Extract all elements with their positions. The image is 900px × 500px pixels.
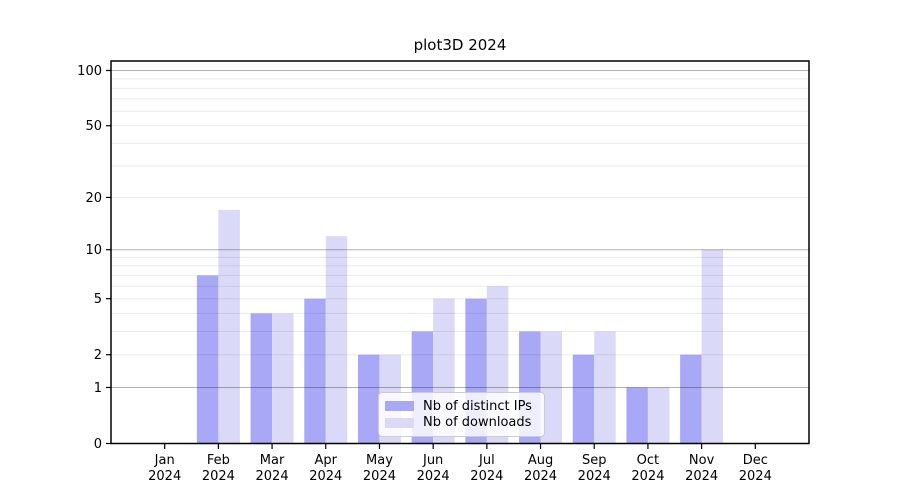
- y-tick-label: 10: [85, 243, 102, 258]
- bar-may-series0: [357, 354, 380, 444]
- bar-mar-series1: [272, 313, 294, 444]
- x-tick-label: Jun 2024: [417, 453, 450, 484]
- bar-oct-series1: [647, 387, 670, 444]
- bar-nov-series1: [701, 249, 724, 444]
- y-tick-label: 1: [94, 381, 102, 396]
- legend-row-downloads: Nb of downloads: [385, 415, 536, 430]
- legend-swatch-distinct-ips: [385, 401, 414, 412]
- bar-nov-series0: [680, 354, 702, 444]
- x-tick-label: Oct 2024: [631, 453, 664, 484]
- bar-feb-series0: [196, 275, 219, 444]
- x-tick-label: Sep 2024: [578, 453, 611, 484]
- y-tick-label: 20: [85, 191, 102, 206]
- x-tick-label: Nov 2024: [685, 453, 718, 484]
- bar-feb-series1: [218, 209, 240, 444]
- bar-oct-series0: [626, 387, 648, 444]
- plot-frame: [110, 60, 810, 445]
- bar-apr-series0: [304, 298, 326, 444]
- bar-sep-series1: [594, 331, 616, 444]
- legend-swatch-downloads: [385, 417, 414, 428]
- x-tick-label: May 2024: [363, 453, 396, 484]
- bar-apr-series1: [325, 236, 348, 444]
- x-tick-label: Dec 2024: [739, 453, 772, 484]
- y-tick-label: 50: [85, 119, 102, 134]
- y-tick-label: 100: [77, 64, 102, 79]
- y-tick-label: 2: [94, 348, 102, 363]
- x-tick-label: Apr 2024: [309, 453, 342, 484]
- legend-label-distinct-ips: Nb of distinct IPs: [423, 398, 532, 414]
- chart-title: plot3D 2024: [413, 36, 507, 54]
- bar-aug-series1: [540, 331, 563, 444]
- bar-mar-series0: [250, 313, 273, 444]
- x-tick-label: Mar 2024: [256, 453, 289, 484]
- x-tick-label: Aug 2024: [524, 453, 557, 484]
- legend-label-downloads: Nb of downloads: [423, 415, 532, 431]
- bar-sep-series0: [572, 354, 595, 444]
- x-tick-label: Feb 2024: [202, 453, 235, 484]
- legend: Nb of distinct IPs Nb of downloads: [378, 392, 545, 437]
- x-tick-label: Jan 2024: [148, 453, 181, 484]
- y-tick-label: 0: [94, 437, 102, 452]
- y-tick-label: 5: [94, 292, 102, 307]
- x-tick-label: Jul 2024: [470, 453, 503, 484]
- legend-row-distinct-ips: Nb of distinct IPs: [385, 399, 536, 414]
